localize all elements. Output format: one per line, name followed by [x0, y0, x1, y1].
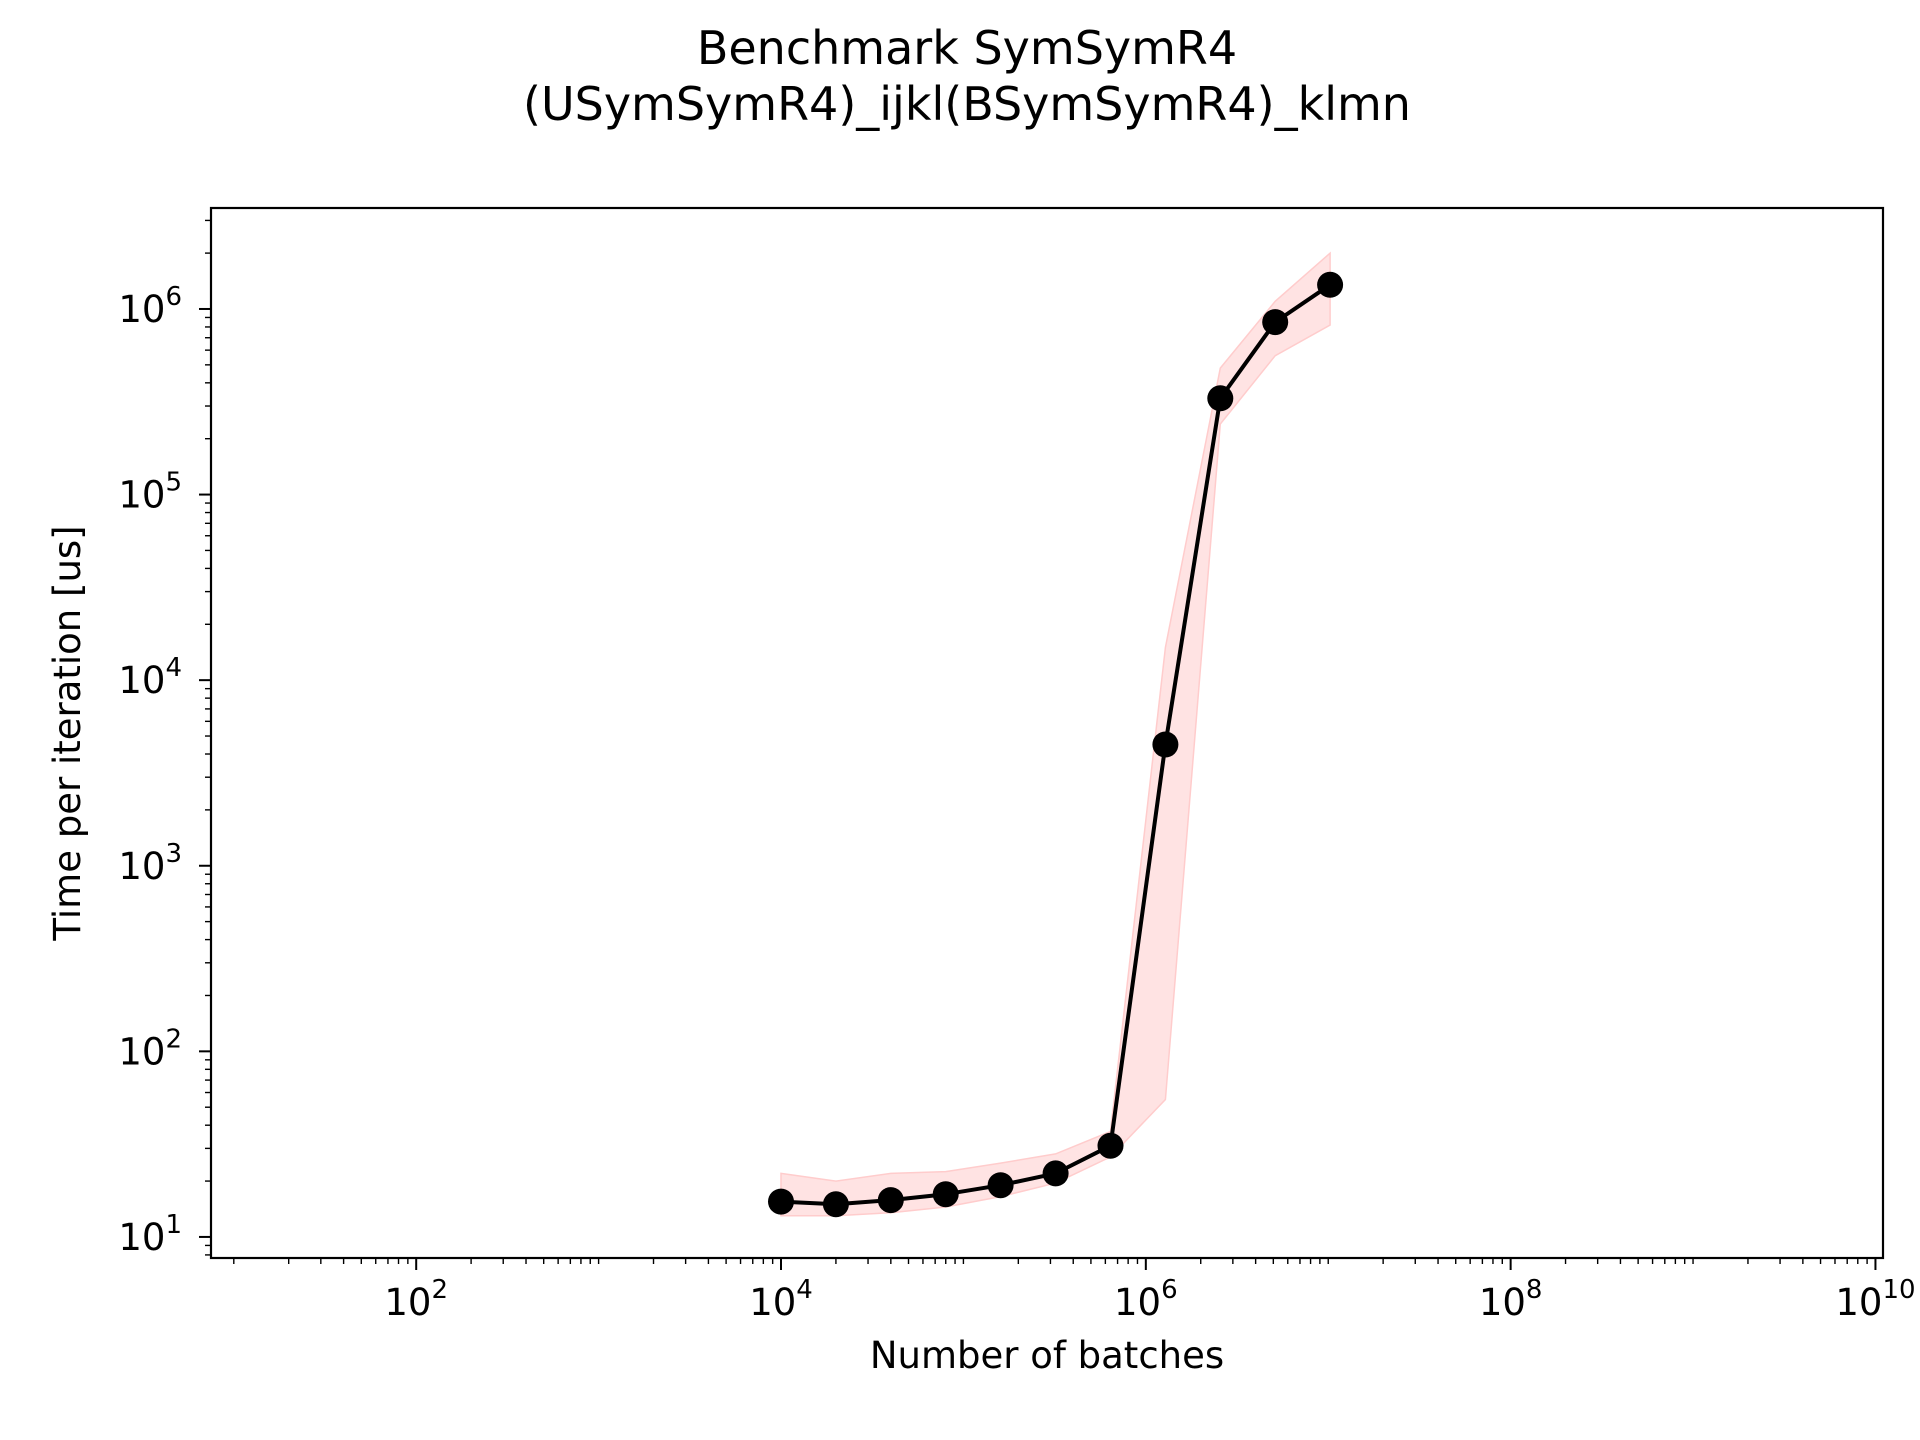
- plot-frame: [209, 206, 1885, 1260]
- y-tick-label: 102: [118, 1024, 182, 1073]
- x-axis-label: Number of batches: [870, 1334, 1224, 1377]
- series-line: [780, 283, 1332, 1207]
- x-tick-label: 1010: [1835, 1275, 1915, 1324]
- x-tick-label: 102: [384, 1275, 448, 1324]
- data-point: [768, 1188, 794, 1215]
- data-point: [877, 1187, 904, 1214]
- y-tick-label: 101: [118, 1210, 182, 1259]
- series-point-layer: [768, 271, 1344, 1218]
- data-point: [1042, 1160, 1069, 1187]
- y-axis: 101 102 103 104 105 106: [118, 219, 211, 1259]
- x-tick-label: 106: [1114, 1275, 1178, 1324]
- data-point: [987, 1172, 1014, 1199]
- error-band: [780, 251, 1331, 1217]
- chart-title: Benchmark SymSymR4: [697, 21, 1237, 75]
- y-axis-label: Time per iteration [us]: [46, 525, 89, 941]
- x-tick-label: 104: [749, 1275, 813, 1324]
- data-point: [1317, 271, 1344, 298]
- y-tick-label: 104: [118, 653, 182, 702]
- x-tick-label: 108: [1479, 1275, 1543, 1324]
- error-band-layer: [780, 251, 1331, 1217]
- data-point: [1262, 309, 1289, 336]
- data-point: [1152, 731, 1179, 758]
- series-line-layer: [780, 283, 1332, 1207]
- data-point: [1097, 1132, 1124, 1159]
- y-tick-label: 106: [118, 282, 182, 331]
- data-point: [822, 1191, 849, 1218]
- data-point: [1207, 385, 1234, 412]
- chart-subtitle: (USymSymR4)_ijkl(BSymSymR4)_klmn: [523, 77, 1411, 131]
- y-tick-label: 105: [118, 468, 182, 517]
- x-axis: 102 104 106 108 1010: [233, 1258, 1916, 1324]
- data-point: [932, 1181, 959, 1208]
- y-tick-label: 103: [118, 839, 182, 888]
